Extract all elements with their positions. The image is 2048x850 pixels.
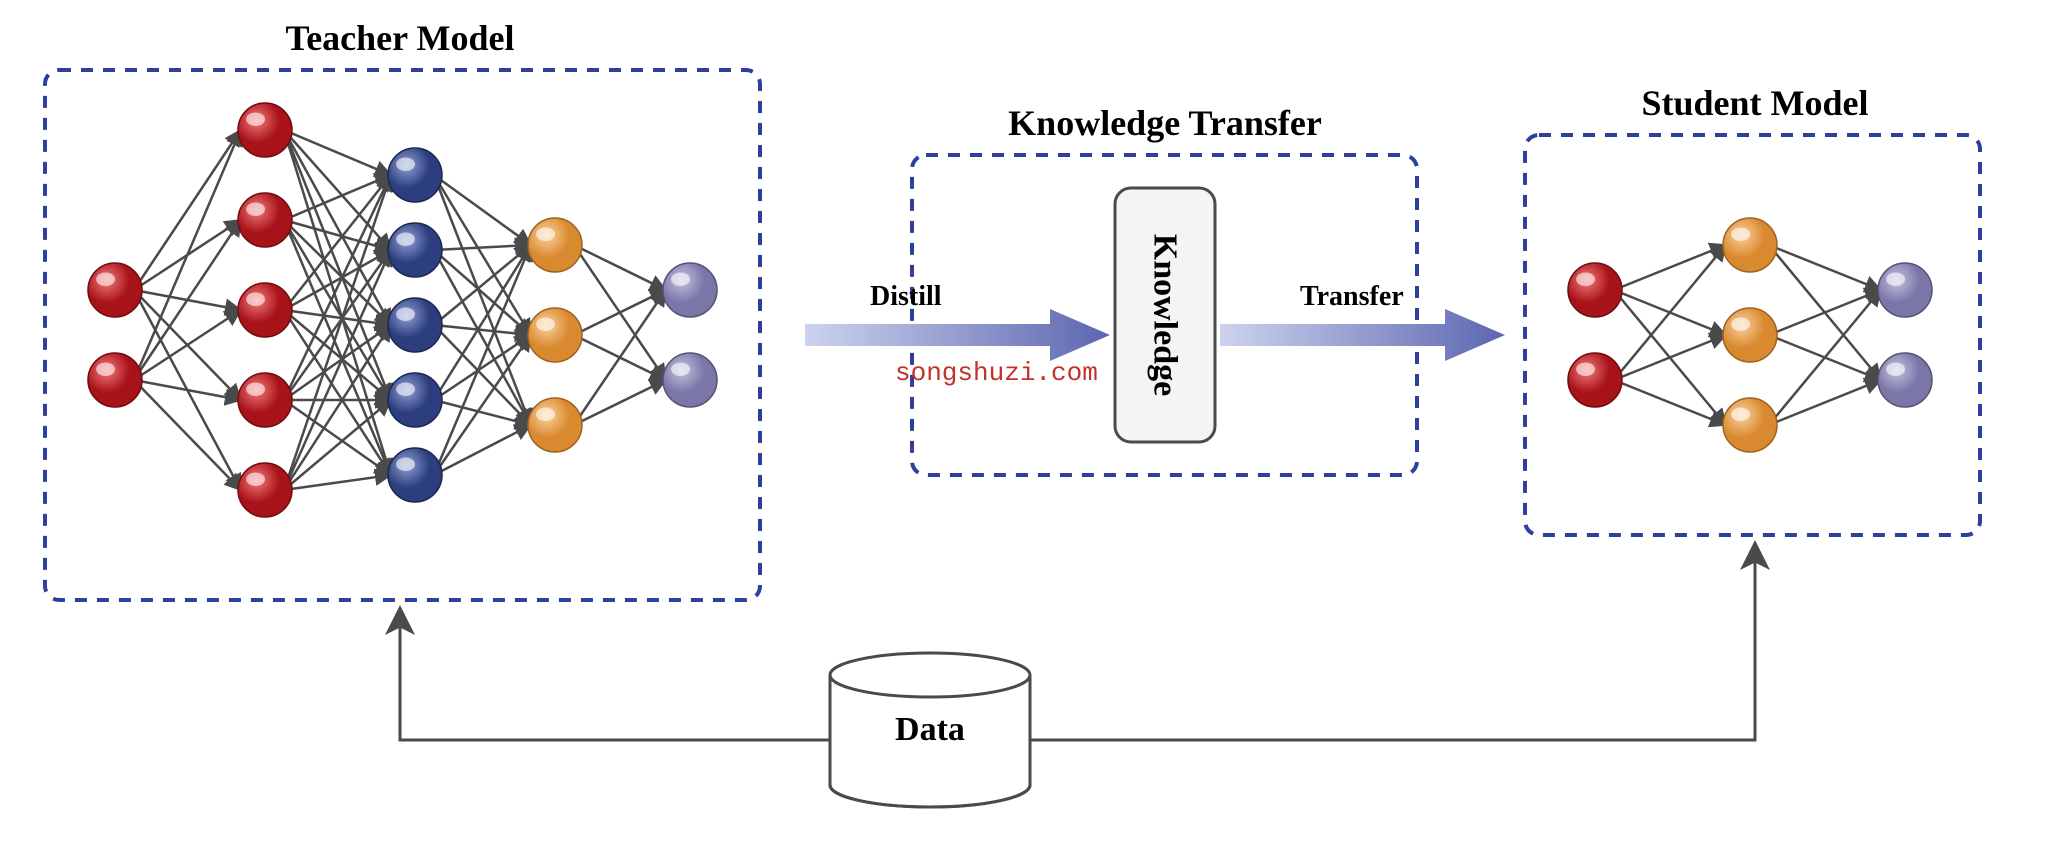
- transfer-arrow: [1220, 309, 1505, 361]
- nn-edge: [574, 380, 666, 425]
- nn-node-red: [238, 463, 292, 517]
- nn-node-blue: [388, 148, 442, 202]
- nn-node-blue: [388, 448, 442, 502]
- nn-edge: [434, 175, 531, 425]
- nn-edge: [434, 175, 531, 335]
- nn-node-red: [88, 353, 142, 407]
- nn-node-red: [88, 263, 142, 317]
- nn-edge: [284, 130, 391, 250]
- nn-edge: [434, 425, 531, 475]
- nn-node-orange: [528, 308, 582, 362]
- nn-edge: [134, 220, 241, 380]
- nn-node-blue: [388, 223, 442, 277]
- nn-edge: [284, 130, 391, 325]
- nn-edge: [1769, 245, 1881, 290]
- nn-node-orange: [1723, 308, 1777, 362]
- nn-edge: [1769, 290, 1881, 425]
- nn-edge: [574, 290, 666, 335]
- nn-node-orange: [528, 218, 582, 272]
- nn-edge: [1769, 380, 1881, 425]
- nn-node-red: [238, 193, 292, 247]
- data-to-teacher-arrow: [400, 610, 830, 740]
- nn-node-red: [238, 103, 292, 157]
- nn-node-purple: [1878, 353, 1932, 407]
- nn-edge: [434, 250, 531, 425]
- nn-node-red: [1568, 263, 1622, 317]
- student-title: Student Model: [1641, 83, 1868, 123]
- watermark-text: songshuzi.com: [895, 358, 1098, 388]
- knowledge-transfer-title: Knowledge Transfer: [1008, 103, 1322, 143]
- nn-node-blue: [388, 373, 442, 427]
- nn-edge: [434, 325, 531, 335]
- data-label: Data: [895, 711, 965, 748]
- teacher-title: Teacher Model: [286, 18, 515, 58]
- transfer-label: Transfer: [1300, 281, 1404, 312]
- data-to-student-arrow: [1030, 545, 1755, 740]
- nn-node-orange: [1723, 398, 1777, 452]
- nn-edge: [574, 245, 666, 290]
- nn-node-orange: [528, 398, 582, 452]
- knowledge-label: Knowledge: [1147, 234, 1184, 396]
- nn-edge: [574, 290, 666, 425]
- nn-edge: [434, 245, 531, 475]
- nn-node-red: [1568, 353, 1622, 407]
- distill-arrow: [805, 309, 1110, 361]
- nn-edge: [134, 130, 241, 380]
- nn-edge: [1614, 245, 1726, 380]
- nn-node-orange: [1723, 218, 1777, 272]
- nn-node-purple: [1878, 263, 1932, 317]
- nn-node-blue: [388, 298, 442, 352]
- nn-edge: [1614, 380, 1726, 425]
- nn-node-red: [238, 283, 292, 337]
- nn-node-purple: [663, 263, 717, 317]
- nn-node-red: [238, 373, 292, 427]
- nn-edge: [434, 245, 531, 250]
- data-cylinder-top: [830, 653, 1030, 697]
- distill-label: Distill: [870, 281, 942, 312]
- nn-edge: [1769, 290, 1881, 335]
- nn-edge: [1614, 335, 1726, 380]
- nn-edge: [134, 130, 241, 290]
- student-nodes: [1568, 218, 1932, 452]
- nn-edge: [1614, 245, 1726, 290]
- nn-edge: [284, 130, 391, 400]
- nn-node-purple: [663, 353, 717, 407]
- diagram-canvas: Teacher Model Knowledge Transfer Student M…: [0, 0, 2048, 850]
